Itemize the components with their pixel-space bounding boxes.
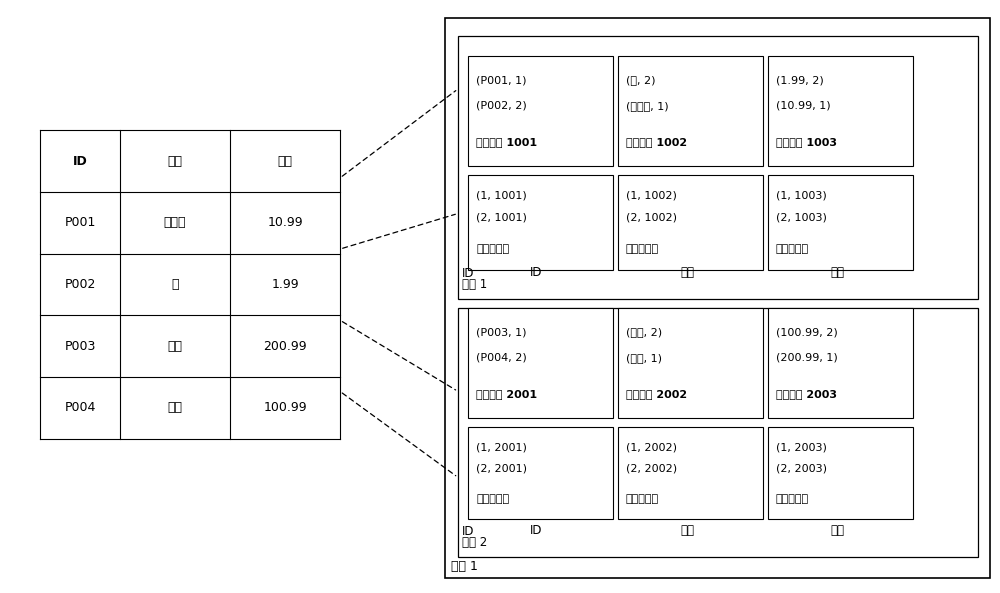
Text: (P002, 2): (P002, 2) <box>476 101 527 111</box>
Text: (1.99, 2): (1.99, 2) <box>776 75 824 85</box>
Text: ID: ID <box>530 266 542 279</box>
Bar <box>618 308 763 418</box>
Bar <box>768 308 913 418</box>
Text: (100.99, 2): (100.99, 2) <box>776 327 838 337</box>
Text: (2, 1002): (2, 1002) <box>626 213 677 222</box>
Text: 连接数据块: 连接数据块 <box>776 493 809 503</box>
Text: P004: P004 <box>64 401 96 415</box>
Text: 値数据块 2003: 値数据块 2003 <box>776 389 837 399</box>
Text: (P001, 1): (P001, 1) <box>476 75 526 85</box>
Bar <box>618 175 763 270</box>
Text: 値数据块 1003: 値数据块 1003 <box>776 137 837 147</box>
Text: (相机, 2): (相机, 2) <box>626 327 662 337</box>
Text: (电视, 1): (电视, 1) <box>626 353 662 363</box>
Text: 收音机: 收音机 <box>164 216 186 229</box>
Text: P002: P002 <box>64 278 96 291</box>
Text: 100.99: 100.99 <box>263 401 307 415</box>
Text: 1.99: 1.99 <box>271 278 299 291</box>
Text: 价格: 价格 <box>830 524 844 537</box>
Text: P001: P001 <box>64 216 96 229</box>
Text: ID: ID <box>462 525 475 538</box>
Text: (2, 2003): (2, 2003) <box>776 463 827 473</box>
Text: P003: P003 <box>64 340 96 353</box>
Bar <box>468 308 613 418</box>
Text: (P004, 2): (P004, 2) <box>476 353 527 363</box>
Text: (收音机, 1): (收音机, 1) <box>626 101 669 111</box>
Text: 名称: 名称 <box>680 524 694 537</box>
Text: (1, 2003): (1, 2003) <box>776 442 827 452</box>
Bar <box>445 18 990 578</box>
Bar <box>468 56 613 166</box>
Text: 値数据块 2001: 値数据块 2001 <box>476 389 537 399</box>
Text: 连接数据块: 连接数据块 <box>776 244 809 254</box>
Text: (P003, 1): (P003, 1) <box>476 327 526 337</box>
Text: 200.99: 200.99 <box>263 340 307 353</box>
Text: 价格: 价格 <box>830 266 844 279</box>
Bar <box>468 175 613 270</box>
Text: (200.99, 1): (200.99, 1) <box>776 353 838 363</box>
Text: (2, 1001): (2, 1001) <box>476 213 527 222</box>
Text: 笔: 笔 <box>171 278 179 291</box>
Bar <box>768 427 913 519</box>
Text: 分区 1: 分区 1 <box>451 560 478 573</box>
Text: (10.99, 1): (10.99, 1) <box>776 101 831 111</box>
Text: 价格: 价格 <box>278 155 292 168</box>
Text: (1, 1001): (1, 1001) <box>476 191 527 201</box>
Text: 値数据块 1001: 値数据块 1001 <box>476 137 537 147</box>
Text: 値数据块 1002: 値数据块 1002 <box>626 137 687 147</box>
Text: (1, 2001): (1, 2001) <box>476 442 527 452</box>
Text: 名称: 名称 <box>168 155 182 168</box>
Bar <box>618 427 763 519</box>
Text: 名称: 名称 <box>680 266 694 279</box>
Text: (2, 2002): (2, 2002) <box>626 463 677 473</box>
Text: 表段 1: 表段 1 <box>462 278 487 291</box>
Text: (2, 1003): (2, 1003) <box>776 213 827 222</box>
Text: (2, 2001): (2, 2001) <box>476 463 527 473</box>
Text: (1, 1003): (1, 1003) <box>776 191 827 201</box>
Bar <box>768 56 913 166</box>
Text: (1, 1002): (1, 1002) <box>626 191 677 201</box>
Bar <box>618 56 763 166</box>
Text: 电视: 电视 <box>168 340 182 353</box>
Bar <box>458 36 978 299</box>
Text: 表段 2: 表段 2 <box>462 535 487 549</box>
Text: (1, 2002): (1, 2002) <box>626 442 677 452</box>
Bar <box>468 427 613 519</box>
Text: 相机: 相机 <box>168 401 182 415</box>
Text: 10.99: 10.99 <box>267 216 303 229</box>
Text: 连接数据块: 连接数据块 <box>476 493 509 503</box>
Text: 连接数据块: 连接数据块 <box>476 244 509 254</box>
Text: 値数据块 2002: 値数据块 2002 <box>626 389 687 399</box>
Text: ID: ID <box>462 267 475 280</box>
Bar <box>768 175 913 270</box>
Text: ID: ID <box>530 524 542 537</box>
Text: 连接数据块: 连接数据块 <box>626 244 659 254</box>
Text: ID: ID <box>73 155 87 168</box>
Text: (笔, 2): (笔, 2) <box>626 75 656 85</box>
Bar <box>458 308 978 557</box>
Text: 连接数据块: 连接数据块 <box>626 493 659 503</box>
